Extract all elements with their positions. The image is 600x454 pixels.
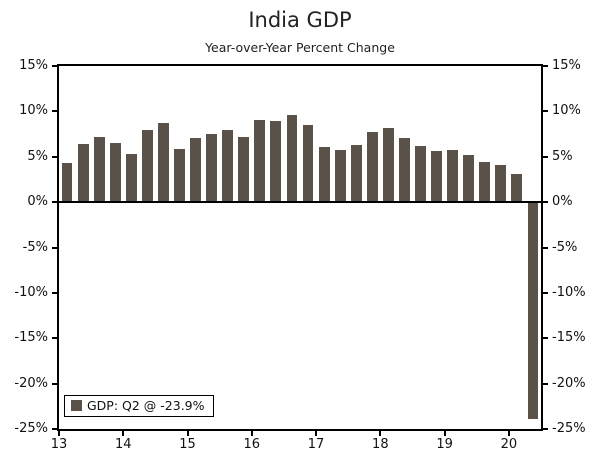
bar-2013-q3 xyxy=(93,136,105,203)
bar-2017-q1 xyxy=(318,146,330,203)
bar-2018-q3 xyxy=(415,145,426,203)
bar-2019-q2 xyxy=(463,154,475,203)
bar-2017-q2 xyxy=(334,150,346,203)
x-axis-label-13: 13 xyxy=(50,437,68,452)
x-axis-label-15: 15 xyxy=(179,437,196,452)
y-axis-label-left-5: 5% xyxy=(27,148,48,164)
x-tick xyxy=(186,431,189,436)
legend-label: GDP: Q2 @ -23.9% xyxy=(87,398,205,413)
y-tick-left xyxy=(52,201,57,204)
x-tick xyxy=(58,431,60,436)
x-axis-label-17: 17 xyxy=(307,437,325,452)
x-tick xyxy=(250,431,253,436)
y-tick-right xyxy=(543,291,548,294)
x-axis-label-14: 14 xyxy=(114,437,132,452)
bar-2015-q3 xyxy=(222,129,234,203)
y-axis-label-right-0: 0% xyxy=(552,194,573,210)
bar-2020-q1 xyxy=(511,173,523,203)
x-tick xyxy=(507,431,510,436)
bar-2014-q3 xyxy=(157,123,169,203)
y-axis-label-left--25: -25% xyxy=(14,421,48,436)
bar-2014-q1 xyxy=(125,154,137,203)
y-tick-left xyxy=(52,65,57,67)
y-axis-label-right--5: -5% xyxy=(552,239,578,255)
bar-2018-q2 xyxy=(398,137,410,203)
chart-title: India GDP xyxy=(248,8,352,32)
bar-2015-q2 xyxy=(206,134,218,203)
y-axis-label-left--5: -5% xyxy=(22,239,48,255)
y-tick-right xyxy=(543,382,548,385)
x-axis-label-19: 19 xyxy=(436,437,453,452)
y-axis-label-left--20: -20% xyxy=(14,375,48,391)
y-tick-left xyxy=(52,382,57,385)
plot-area: GDP: Q2 @ -23.9% xyxy=(57,64,543,431)
y-axis-label-right-10: 10% xyxy=(552,103,581,119)
bar-2019-q4 xyxy=(495,164,507,203)
bar-2015-q1 xyxy=(190,137,202,203)
bar-2018-q1 xyxy=(382,127,394,203)
bar-2016-q3 xyxy=(286,115,298,203)
y-axis-label-right-5: 5% xyxy=(552,148,573,164)
bar-2019-q3 xyxy=(479,162,491,203)
y-tick-right xyxy=(543,65,548,67)
x-tick xyxy=(122,431,125,436)
y-tick-left xyxy=(52,155,57,158)
y-tick-left xyxy=(52,291,57,294)
bar-2017-q4 xyxy=(366,132,378,203)
y-axis-label-left--10: -10% xyxy=(14,284,48,300)
y-axis-label-right-15: 15% xyxy=(552,58,581,73)
x-axis-label-18: 18 xyxy=(372,437,389,452)
x-axis-label-20: 20 xyxy=(500,437,518,452)
y-tick-right xyxy=(543,155,548,158)
x-tick xyxy=(379,431,382,436)
bar-2014-q2 xyxy=(141,129,153,203)
bar-2018-q4 xyxy=(431,151,443,203)
y-axis-label-right--15: -15% xyxy=(552,330,586,346)
bar-2020-q2 xyxy=(527,202,539,420)
chart-subtitle: Year-over-Year Percent Change xyxy=(205,40,395,55)
bar-2013-q1 xyxy=(61,163,73,203)
y-tick-right xyxy=(543,246,548,249)
y-axis-label-left-15: 15% xyxy=(19,58,48,73)
y-tick-left xyxy=(52,428,57,430)
x-axis-label-16: 16 xyxy=(243,437,261,452)
y-tick-right xyxy=(543,428,548,430)
bar-2017-q3 xyxy=(350,144,362,203)
bar-2013-q4 xyxy=(109,143,121,203)
y-axis-label-left-10: 10% xyxy=(19,103,48,119)
y-axis-label-left-0: 0% xyxy=(27,194,48,210)
y-axis-label-left--15: -15% xyxy=(14,330,48,346)
bar-2014-q4 xyxy=(174,148,185,203)
plot-inner: GDP: Q2 @ -23.9% xyxy=(59,66,541,429)
y-tick-left xyxy=(52,337,57,340)
bar-2016-q1 xyxy=(254,119,266,203)
legend-swatch xyxy=(71,400,82,411)
bar-2016-q2 xyxy=(270,121,282,203)
y-tick-right xyxy=(543,337,548,340)
x-tick xyxy=(315,431,318,436)
y-tick-left xyxy=(52,110,57,113)
y-axis-label-right--10: -10% xyxy=(552,284,586,300)
y-axis-label-right--20: -20% xyxy=(552,375,586,391)
y-tick-right xyxy=(543,201,548,204)
bar-2013-q2 xyxy=(77,144,89,203)
bar-2016-q4 xyxy=(302,124,314,203)
x-tick xyxy=(443,431,446,436)
y-axis-label-right--25: -25% xyxy=(552,421,586,436)
y-tick-left xyxy=(52,246,57,249)
bar-2019-q1 xyxy=(447,150,459,203)
bar-2015-q4 xyxy=(238,136,250,203)
zero-line xyxy=(59,201,541,204)
y-tick-right xyxy=(543,110,548,113)
chart-legend: GDP: Q2 @ -23.9% xyxy=(64,395,214,417)
